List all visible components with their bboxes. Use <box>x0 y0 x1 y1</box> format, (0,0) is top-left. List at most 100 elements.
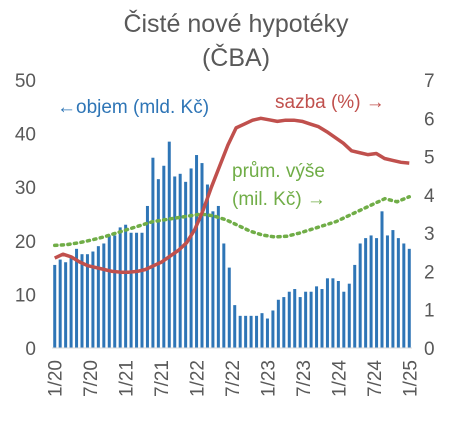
volume-bar <box>53 264 57 348</box>
right-tick-label: 2 <box>424 262 435 283</box>
volume-bar <box>249 315 253 348</box>
volume-bar <box>320 289 324 348</box>
volume-bar <box>375 238 379 348</box>
volume-bar <box>304 291 308 348</box>
volume-bar <box>129 232 133 348</box>
volume-bar <box>69 256 73 348</box>
right-tick-label: 5 <box>424 148 435 169</box>
volume-label: ←objem (mld. Kč) <box>57 97 209 118</box>
x-tick-label: 1/24 <box>329 360 350 397</box>
left-tick-label: 20 <box>15 232 36 253</box>
volume-bar <box>151 157 155 348</box>
volume-bar <box>135 232 139 348</box>
volume-bar <box>298 297 302 348</box>
x-tick-label: 7/24 <box>365 360 386 397</box>
volume-bar <box>336 281 340 348</box>
volume-bar <box>173 176 177 348</box>
volume-bar <box>265 318 269 348</box>
volume-bar <box>287 291 291 348</box>
volume-bar <box>233 305 237 348</box>
volume-bar <box>391 230 395 348</box>
volume-bar <box>107 235 111 348</box>
chart-subtitle: (ČBA) <box>202 43 270 72</box>
left-tick-label: 10 <box>15 285 36 306</box>
average-size-line <box>52 195 412 248</box>
volume-bar <box>85 254 89 348</box>
volume-bar <box>385 235 389 348</box>
volume-bar <box>260 313 264 348</box>
volume-bar <box>205 184 209 348</box>
volume-bar <box>58 259 62 348</box>
volume-bar <box>140 232 144 348</box>
rate-label: sazba (%) → <box>275 92 385 113</box>
volume-bar <box>244 315 248 348</box>
volume-bar <box>325 278 329 348</box>
volume-bar <box>145 205 149 348</box>
x-tick-label: 1/21 <box>117 360 138 397</box>
volume-bar <box>184 181 188 348</box>
left-tick-label: 50 <box>15 71 36 92</box>
rate-line <box>53 116 410 274</box>
right-tick-label: 3 <box>424 224 435 245</box>
x-tick-label: 7/21 <box>152 360 173 397</box>
left-tick-label: 0 <box>25 339 36 360</box>
right-tick-label: 4 <box>424 186 435 207</box>
volume-bar <box>358 243 362 348</box>
chart-title: Čisté nové hypotéky <box>123 9 349 38</box>
average-size-label-2: (mil. Kč) → <box>232 189 326 210</box>
volume-bar <box>402 243 406 348</box>
x-tick-label: 1/23 <box>258 360 279 397</box>
volume-bar <box>309 291 313 348</box>
volume-bar <box>195 155 199 348</box>
volume-bar <box>238 315 242 348</box>
left-tick-label: 40 <box>15 125 36 146</box>
volume-bar <box>118 227 122 348</box>
volume-bar <box>271 310 275 348</box>
left-tick-label: 30 <box>15 178 36 199</box>
volume-bar <box>227 267 231 348</box>
x-tick-label: 7/23 <box>294 360 315 397</box>
right-tick-label: 0 <box>424 339 435 360</box>
volume-bar <box>91 251 95 348</box>
right-tick-label: 1 <box>424 301 435 322</box>
volume-bars <box>53 141 411 348</box>
volume-bar <box>102 243 106 348</box>
volume-bar <box>96 246 100 348</box>
volume-bar <box>216 205 220 348</box>
x-tick-label: 7/20 <box>81 360 102 397</box>
volume-bar <box>80 254 84 348</box>
volume-bar <box>347 283 351 348</box>
volume-bar <box>293 289 297 348</box>
volume-bar <box>189 168 193 348</box>
volume-bar <box>369 235 373 348</box>
volume-bar <box>342 291 346 348</box>
x-axis: 1/20 7/20 1/21 7/21 1/22 7/22 1/23 7/23 1/24 7/24… <box>46 360 422 397</box>
volume-bar <box>364 238 368 348</box>
volume-bar <box>282 297 286 348</box>
volume-bar <box>64 262 68 348</box>
volume-bar <box>200 163 204 348</box>
volume-bar <box>315 286 319 348</box>
left-axis: 0 10 20 30 40 50 <box>15 71 36 360</box>
volume-bar <box>396 238 400 348</box>
x-tick-label: 1/25 <box>400 360 421 397</box>
volume-bar <box>124 224 128 348</box>
volume-bar <box>222 243 226 348</box>
x-tick-label: 7/22 <box>223 360 244 397</box>
volume-bar <box>380 211 384 348</box>
volume-bar <box>178 173 182 348</box>
x-tick-label: 1/20 <box>46 360 67 397</box>
volume-bar <box>353 264 357 348</box>
x-tick-label: 1/22 <box>188 360 209 397</box>
volume-bar <box>331 278 335 348</box>
average-size-label-1: prům. výše <box>232 161 325 182</box>
volume-bar <box>407 248 411 348</box>
right-tick-label: 7 <box>424 71 435 92</box>
volume-bar <box>211 211 215 348</box>
volume-bar <box>276 299 280 348</box>
volume-bar <box>255 315 259 348</box>
right-axis: 0 1 2 3 4 5 6 7 <box>424 71 435 360</box>
volume-bar <box>113 235 117 348</box>
volume-bar <box>162 165 166 348</box>
